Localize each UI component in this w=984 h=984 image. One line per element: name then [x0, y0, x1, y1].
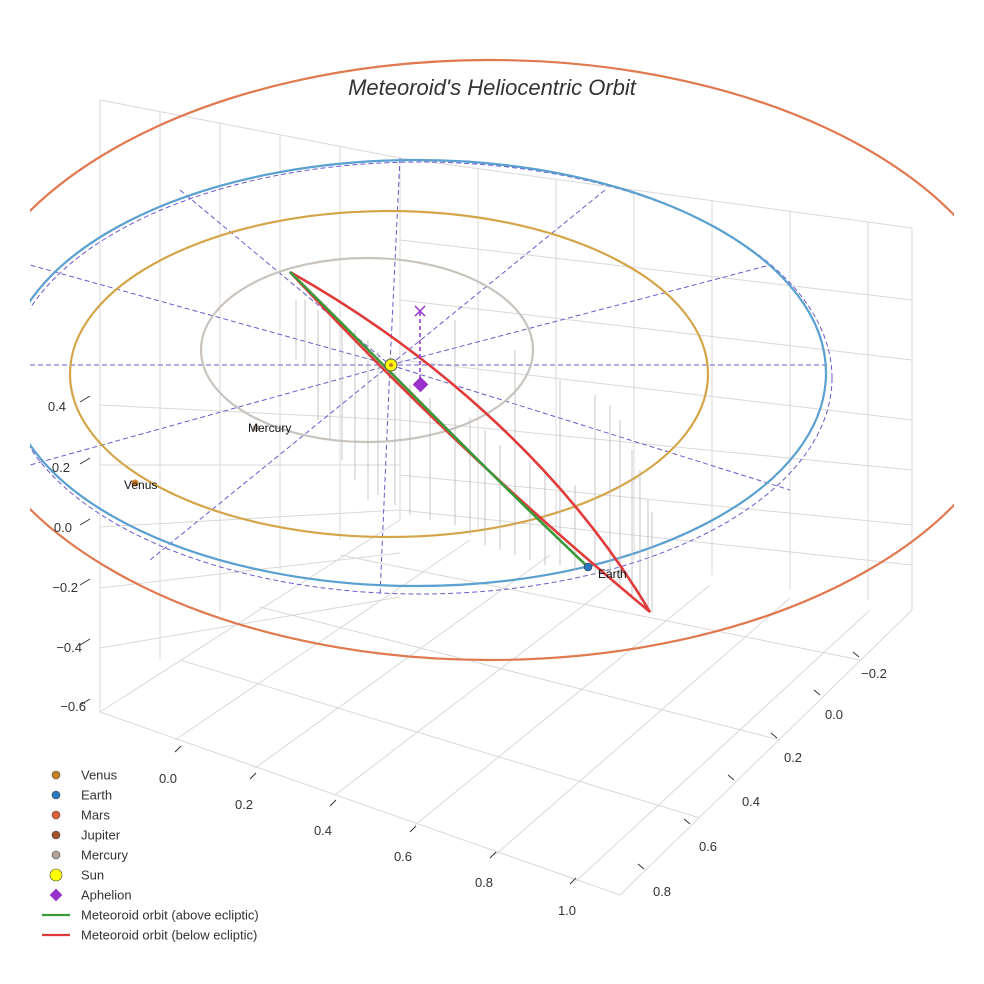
x-tick-label: 0.0: [159, 771, 177, 786]
sun-core: [389, 363, 393, 367]
legend-marker: [51, 790, 61, 800]
mercury-orbit: [199, 256, 535, 444]
mercury-marker: [252, 424, 260, 432]
y-tick-label: 0.2: [784, 750, 802, 765]
aphelion-marker: [412, 376, 429, 393]
x-axis: [174, 745, 577, 885]
legend-label: Jupiter: [81, 828, 121, 843]
earth-orbit: [30, 158, 827, 588]
legend-label: Earth: [81, 788, 112, 803]
legend-label: Mercury: [81, 848, 128, 863]
meteoroid-orbit-below: [289, 270, 652, 613]
legend-label: Venus: [81, 768, 118, 783]
legend-item: Sun: [49, 868, 104, 883]
y-tick-label: −0.2: [861, 666, 887, 681]
z-axis: [79, 395, 91, 706]
legend-marker: [51, 850, 61, 860]
y-tick-label: 0.4: [742, 794, 760, 809]
legend-marker: [49, 868, 63, 882]
legend-item: Meteoroid orbit (above ecliptic): [42, 908, 259, 923]
legend-item: Aphelion: [49, 888, 132, 903]
z-tick-label: −0.4: [56, 640, 82, 655]
legend-marker: [51, 830, 61, 840]
y-tick-label: 0.0: [825, 707, 843, 722]
y-axis: [637, 651, 860, 870]
legend-label: Aphelion: [81, 888, 132, 903]
x-tick-label: 0.6: [394, 849, 412, 864]
x-tick-label: 0.8: [475, 875, 493, 890]
venus-orbit: [68, 209, 710, 539]
legend-label: Meteoroid orbit (above ecliptic): [81, 908, 259, 923]
pane-grid: [99, 99, 913, 896]
venus-marker: [131, 479, 139, 487]
y-tick-label: 0.8: [653, 884, 671, 899]
z-tick-label: −0.6: [60, 699, 86, 714]
legend-item: Earth: [51, 788, 112, 803]
legend-marker: [49, 888, 63, 902]
chart-title: Meteoroid's Heliocentric Orbit: [348, 75, 637, 100]
legend-label: Sun: [81, 868, 104, 883]
venus-label: Venus: [124, 478, 157, 492]
z-tick-label: 0.0: [54, 520, 72, 535]
mars-orbit: [30, 58, 954, 662]
earth-label: Earth: [598, 567, 627, 581]
earth-marker: [583, 562, 593, 572]
z-tick-label: 0.4: [48, 399, 66, 414]
legend-marker: [51, 770, 61, 780]
legend-item: Meteoroid orbit (below ecliptic): [42, 928, 257, 943]
x-tick-label: 0.4: [314, 823, 332, 838]
x-tick-label: 1.0: [558, 903, 576, 918]
legend-item: Mercury: [51, 848, 128, 863]
earth-orbit-reference: [30, 161, 833, 595]
legend: Venus Earth Mars Jupiter Mercury Sun Aphelion M…: [42, 768, 259, 943]
aphelion-projection-marker: [414, 305, 426, 317]
legend-marker: [51, 810, 61, 820]
x-tick-label: 0.2: [235, 797, 253, 812]
mercury-label: Mercury: [248, 421, 291, 435]
legend-item: Venus: [51, 768, 118, 783]
legend-item: Jupiter: [51, 828, 121, 843]
z-tick-label: 0.2: [52, 460, 70, 475]
z-tick-label: −0.2: [52, 580, 78, 595]
legend-label: Mars: [81, 808, 110, 823]
legend-label: Meteoroid orbit (below ecliptic): [81, 928, 257, 943]
legend-item: Mars: [51, 808, 110, 823]
y-tick-label: 0.6: [699, 839, 717, 854]
meteoroid-orbit-above: [289, 271, 589, 568]
